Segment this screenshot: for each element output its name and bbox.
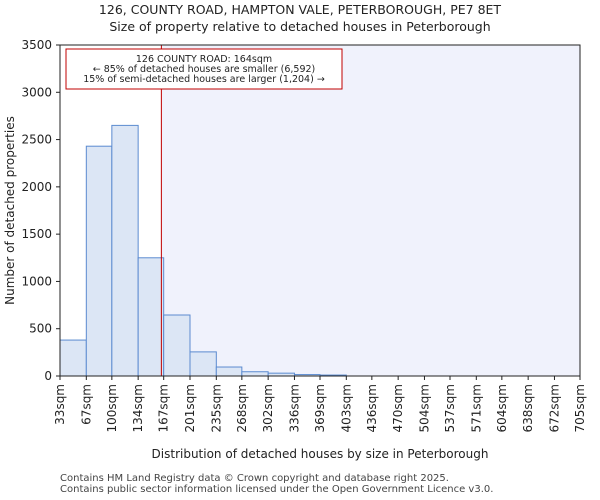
x-tick-label: 134sqm xyxy=(131,384,145,432)
histogram-bar xyxy=(163,314,191,377)
annotation-line-3: 15% of semi-detached houses are larger (… xyxy=(83,74,325,85)
x-tick-label: 235sqm xyxy=(209,384,223,432)
chart-subtitle: Size of property relative to detached ho… xyxy=(109,19,491,34)
x-tick-label: 167sqm xyxy=(157,384,171,432)
histogram-bar xyxy=(137,257,165,377)
footer-copyright: Contains HM Land Registry data © Crown c… xyxy=(60,473,449,484)
histogram-bar xyxy=(241,371,269,377)
x-tick-label: 403sqm xyxy=(339,384,353,432)
x-tick-label: 67sqm xyxy=(79,384,93,425)
annotation-box xyxy=(65,48,343,90)
x-tick-label: 604sqm xyxy=(495,384,509,432)
histogram-bar xyxy=(59,339,87,377)
y-tick-label: 1000 xyxy=(21,274,52,288)
footer-licence: Contains public sector information licen… xyxy=(60,484,494,495)
x-axis-label: Distribution of detached houses by size … xyxy=(152,447,489,461)
larger-region-shading xyxy=(161,45,580,376)
x-tick-label: 268sqm xyxy=(235,384,249,432)
y-tick-label: 3000 xyxy=(21,85,52,99)
histogram-bar xyxy=(85,145,113,377)
x-tick-label: 672sqm xyxy=(547,384,561,432)
x-tick-label: 201sqm xyxy=(183,384,197,432)
y-tick-label: 3500 xyxy=(21,38,52,52)
x-tick-label: 33sqm xyxy=(53,384,67,425)
y-tick-label: 2500 xyxy=(21,133,52,147)
y-tick-label: 1500 xyxy=(21,227,52,241)
x-tick-label: 705sqm xyxy=(573,384,587,432)
histogram-bar xyxy=(215,366,243,377)
histogram-bar xyxy=(111,124,139,377)
x-tick-label: 470sqm xyxy=(391,384,405,432)
annotation-line-2: ← 85% of detached houses are smaller (6,… xyxy=(93,64,316,75)
x-tick-label: 436sqm xyxy=(365,384,379,432)
x-tick-label: 302sqm xyxy=(261,384,275,432)
x-tick-label: 100sqm xyxy=(105,384,119,432)
y-tick-label: 2000 xyxy=(21,180,52,194)
histogram-bar xyxy=(189,351,217,377)
y-axis-label: Number of detached properties xyxy=(3,116,17,305)
marker-annotation: 126 COUNTY ROAD: 164sqm ← 85% of detache… xyxy=(65,48,343,90)
annotation-line-1: 126 COUNTY ROAD: 164sqm xyxy=(136,54,272,65)
y-tick-label: 0 xyxy=(44,369,52,383)
x-tick-label: 504sqm xyxy=(417,384,431,432)
x-tick-label: 336sqm xyxy=(287,384,301,432)
chart-title: 126, COUNTY ROAD, HAMPTON VALE, PETERBOR… xyxy=(98,2,502,17)
y-tick-label: 500 xyxy=(29,322,52,336)
histogram-chart: 0 500 1000 1500 2000 2500 3000 3500 33sqm 67sqm 1… xyxy=(3,38,587,461)
x-tick-label: 537sqm xyxy=(443,384,457,432)
x-tick-label: 369sqm xyxy=(313,384,327,432)
x-tick-label: 571sqm xyxy=(469,384,483,432)
x-tick-label: 638sqm xyxy=(521,384,535,432)
